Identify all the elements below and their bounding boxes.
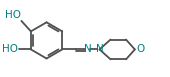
Text: HO: HO	[2, 44, 18, 54]
Text: O: O	[136, 44, 144, 54]
Text: N: N	[96, 44, 103, 54]
Text: HO: HO	[5, 10, 21, 20]
Text: N: N	[84, 44, 92, 54]
